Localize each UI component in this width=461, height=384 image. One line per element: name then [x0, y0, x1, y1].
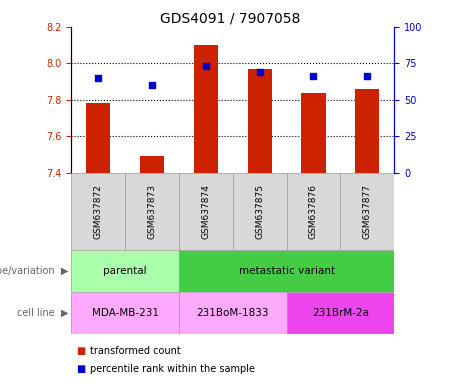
Bar — [287, 173, 340, 250]
Text: 231BrM-2a: 231BrM-2a — [312, 308, 369, 318]
Bar — [179, 173, 233, 250]
Text: 231BoM-1833: 231BoM-1833 — [196, 308, 269, 318]
Text: parental: parental — [103, 266, 147, 276]
Text: GSM637873: GSM637873 — [148, 184, 157, 239]
Text: GSM637875: GSM637875 — [255, 184, 264, 239]
Bar — [287, 292, 394, 334]
Text: GSM637872: GSM637872 — [94, 184, 103, 238]
Bar — [71, 173, 125, 250]
Bar — [248, 69, 272, 173]
Text: transformed count: transformed count — [90, 346, 181, 356]
Text: MDA-MB-231: MDA-MB-231 — [92, 308, 159, 318]
Bar — [179, 292, 287, 334]
Text: GSM637877: GSM637877 — [363, 184, 372, 239]
Bar — [355, 89, 379, 173]
Bar — [86, 104, 111, 173]
Bar — [71, 292, 179, 334]
Text: ■: ■ — [76, 364, 85, 374]
Bar — [179, 250, 394, 292]
Bar — [194, 45, 218, 173]
Bar — [140, 156, 164, 173]
Text: GDS4091 / 7907058: GDS4091 / 7907058 — [160, 12, 301, 25]
Bar — [233, 173, 287, 250]
Bar — [301, 93, 325, 173]
Point — [256, 69, 263, 75]
Point — [364, 73, 371, 79]
Text: cell line  ▶: cell line ▶ — [17, 308, 68, 318]
Text: GSM637874: GSM637874 — [201, 184, 210, 238]
Text: GSM637876: GSM637876 — [309, 184, 318, 239]
Bar — [340, 173, 394, 250]
Text: genotype/variation  ▶: genotype/variation ▶ — [0, 266, 68, 276]
Point — [310, 73, 317, 79]
Bar — [71, 250, 179, 292]
Text: percentile rank within the sample: percentile rank within the sample — [90, 364, 255, 374]
Point — [202, 63, 210, 70]
Text: metastatic variant: metastatic variant — [238, 266, 335, 276]
Point — [148, 82, 156, 88]
Text: ■: ■ — [76, 346, 85, 356]
Point — [95, 75, 102, 81]
Bar — [125, 173, 179, 250]
